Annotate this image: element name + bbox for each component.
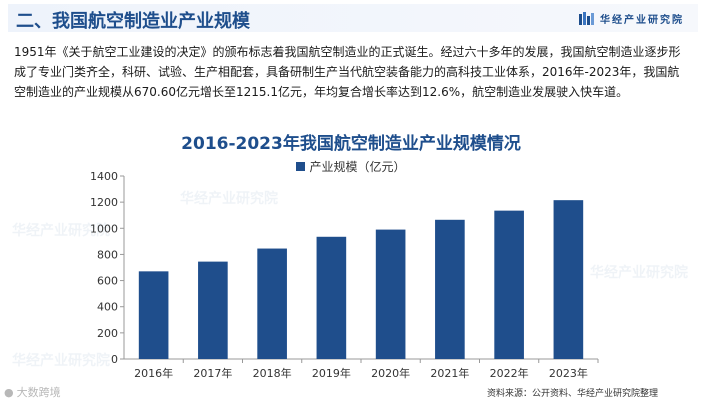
bar (494, 210, 524, 359)
bar (375, 229, 406, 359)
corner-logo-text: 大数跨境 (16, 386, 61, 399)
chart-title: 2016-2023年我国航空制造业产业规模情况 (181, 134, 521, 154)
x-tick-label: 2020年 (371, 366, 410, 380)
x-tick-label: 2022年 (490, 366, 529, 380)
x-tick-label: 2018年 (253, 366, 292, 380)
corner-logo-icon: ● (4, 385, 14, 399)
y-tick-label: 800 (97, 248, 118, 261)
x-tick-label: 2017年 (193, 366, 232, 380)
section-header: 二、我国航空制造业产业规模 华经产业研究院 (8, 4, 698, 32)
section-title: 二、我国航空制造业产业规模 (16, 11, 250, 32)
chart-legend: 产业规模（亿元） (0, 158, 702, 175)
bar (435, 219, 465, 359)
y-tick-label: 1400 (90, 170, 118, 183)
legend-swatch (296, 162, 306, 171)
x-tick-label: 2019年 (312, 366, 351, 380)
watermark: 华经产业研究院 (180, 191, 278, 207)
bar (257, 248, 287, 359)
watermark: 华经产业研究院 (590, 265, 688, 281)
y-tick-label: 0 (111, 353, 118, 366)
brand-logo-icon (579, 12, 594, 25)
y-tick-label: 1000 (90, 222, 118, 235)
watermark: 华经产业研究院 (12, 353, 110, 369)
source-note: 资料来源：公开资料、华经产业研究院整理 (486, 389, 658, 399)
brand: 华经产业研究院 (579, 11, 684, 26)
watermark: 华经产业研究院 (12, 223, 110, 239)
x-tick-label: 2021年 (430, 366, 469, 380)
bar (553, 200, 584, 359)
bar (198, 261, 228, 359)
corner-logo: ● 大数跨境 (4, 384, 61, 400)
brand-name: 华经产业研究院 (600, 15, 684, 26)
legend-label: 产业规模（亿元） (309, 160, 406, 174)
y-tick-label: 1200 (90, 196, 118, 209)
intro-paragraph: 1951年《关于航空工业建设的决定》的颁布标志着我国航空制造业的正式诞生。经过六… (14, 45, 681, 99)
bar (316, 236, 347, 359)
y-tick-label: 200 (97, 327, 118, 340)
x-tick-label: 2016年 (134, 366, 173, 380)
y-tick-label: 600 (97, 275, 118, 288)
x-tick-label: 2023年 (549, 366, 588, 380)
bar (138, 271, 169, 359)
y-tick-label: 400 (97, 301, 118, 314)
